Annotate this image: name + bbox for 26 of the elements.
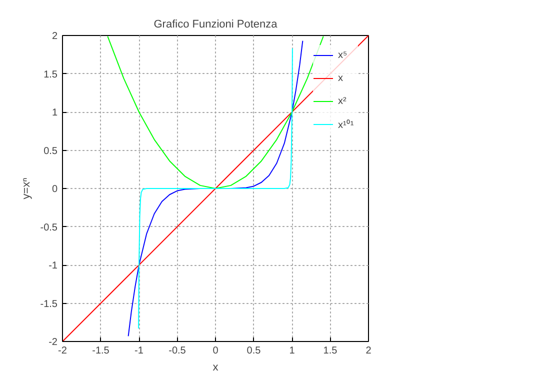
x-tick-label: 1.5 — [323, 346, 338, 356]
legend-label: x¹⁰¹ — [338, 118, 355, 131]
y-tick-label: -2 — [48, 337, 58, 348]
x-tick-label: -1.5 — [92, 346, 110, 356]
x-tick-label: -1 — [134, 346, 144, 356]
y-tick-label: 0.5 — [44, 146, 58, 157]
x-tick-label: 0.5 — [246, 346, 262, 356]
y-tick-label: 0 — [52, 184, 58, 195]
y-tick-label: 1.5 — [44, 69, 58, 80]
x-tick-label: 1 — [289, 346, 296, 356]
y-tick-label: -1 — [48, 260, 58, 272]
legend-label: x⁵ — [338, 50, 348, 60]
y-tick-label: -1.5 — [40, 298, 58, 310]
legend-label: x² — [338, 96, 348, 106]
x-tick-label: 0 — [212, 346, 219, 356]
y-tick-label: 2 — [52, 31, 58, 42]
chart-title: Grafico Funzioni Potenza — [154, 18, 278, 30]
x-tick-label: -0.5 — [168, 346, 186, 356]
y-tick-label: 1 — [52, 108, 58, 118]
line-series — [107, 36, 324, 189]
y-axis-title: y=xⁿ — [20, 178, 32, 200]
x-axis-title: x — [212, 362, 219, 374]
y-tick-label: -0.5 — [40, 222, 58, 234]
legend-label: x — [338, 72, 344, 84]
line-series — [138, 48, 293, 329]
x-tick-label: 2 — [366, 346, 372, 356]
